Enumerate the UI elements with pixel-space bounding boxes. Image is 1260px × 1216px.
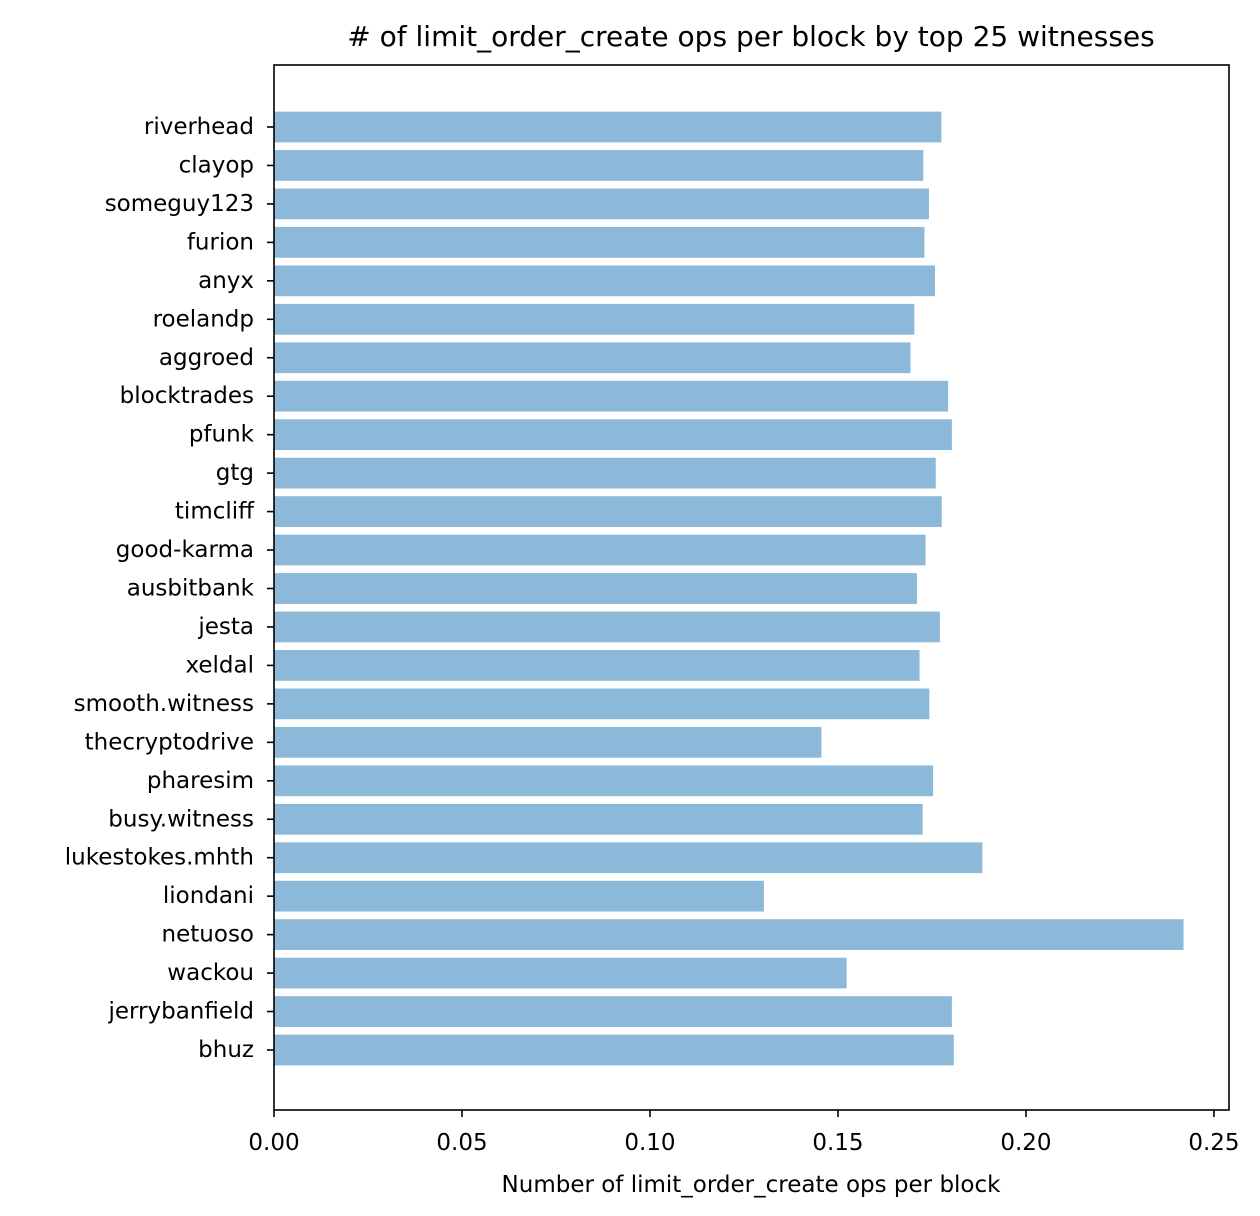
bar-furion bbox=[274, 226, 925, 258]
y-tick-label: aggroed bbox=[159, 345, 254, 371]
bar-lukestokes.mhth bbox=[274, 842, 983, 874]
y-tick-label: furion bbox=[187, 229, 254, 255]
y-tick-label: clayop bbox=[179, 152, 254, 178]
bar-timcliff bbox=[274, 496, 942, 527]
bar-netuoso bbox=[274, 919, 1184, 951]
bar-jesta bbox=[274, 611, 940, 643]
bar-busy.witness bbox=[274, 803, 923, 835]
y-tick-label: smooth.witness bbox=[74, 691, 254, 717]
y-tick-label: anyx bbox=[198, 268, 254, 294]
y-tick-label: lukestokes.mhth bbox=[65, 845, 254, 871]
x-axis-ticks: 0.00 0.05 0.10 0.15 0.20 0.25 bbox=[248, 1110, 1240, 1156]
y-tick-label: someguy123 bbox=[105, 191, 254, 217]
y-tick-label: liondani bbox=[163, 883, 254, 909]
bar-thecryptodrive bbox=[274, 726, 822, 758]
y-tick-label: good-karma bbox=[116, 537, 254, 563]
bar-roelandp bbox=[274, 303, 915, 335]
bar-pharesim bbox=[274, 765, 934, 797]
y-tick-label: roelandp bbox=[153, 306, 254, 332]
bar-riverhead bbox=[274, 111, 942, 143]
y-tick-label: netuoso bbox=[162, 922, 254, 948]
y-tick-label: blocktrades bbox=[120, 383, 254, 409]
bar-blocktrades bbox=[274, 380, 949, 412]
y-axis-ticks: riverhead clayop someguy123 furion anyx roela… bbox=[65, 114, 274, 1063]
chart-title: # of limit_order_create ops per block by… bbox=[347, 20, 1154, 53]
x-axis-label: Number of limit_order_create ops per blo… bbox=[502, 1172, 1002, 1198]
bar-good-karma bbox=[274, 534, 926, 566]
x-tick-label: 0.15 bbox=[812, 1130, 863, 1156]
y-tick-label: ausbitbank bbox=[127, 576, 255, 602]
x-tick-label: 0.10 bbox=[624, 1130, 675, 1156]
bar-clayop bbox=[274, 150, 924, 181]
y-tick-label: jerrybanfield bbox=[107, 999, 254, 1025]
y-tick-label: busy.witness bbox=[108, 806, 254, 832]
x-tick-label: 0.20 bbox=[1000, 1130, 1051, 1156]
bar-aggroed bbox=[274, 342, 911, 374]
bar-anyx bbox=[274, 265, 935, 297]
bar-xeldal bbox=[274, 650, 920, 681]
bar-bhuz bbox=[274, 1034, 954, 1066]
bar-ausbitbank bbox=[274, 573, 917, 604]
y-tick-label: pfunk bbox=[189, 422, 255, 448]
bar-gtg bbox=[274, 457, 936, 489]
bars-group bbox=[274, 111, 1184, 1066]
y-tick-label: xeldal bbox=[185, 652, 254, 678]
x-tick-label: 0.25 bbox=[1188, 1130, 1239, 1156]
bar-wackou bbox=[274, 957, 847, 989]
y-tick-label: riverhead bbox=[144, 114, 254, 140]
x-tick-label: 0.00 bbox=[248, 1130, 299, 1156]
y-tick-label: timcliff bbox=[175, 499, 255, 525]
y-tick-label: wackou bbox=[167, 960, 254, 986]
bar-pfunk bbox=[274, 419, 952, 451]
plot-frame bbox=[273, 64, 1230, 1111]
y-tick-label: bhuz bbox=[198, 1037, 254, 1063]
y-tick-label: gtg bbox=[216, 460, 254, 486]
bar-jerrybanfield bbox=[274, 996, 952, 1027]
y-tick-label: thecryptodrive bbox=[85, 729, 254, 755]
bar-someguy123 bbox=[274, 188, 929, 220]
bar-smooth.witness bbox=[274, 688, 930, 720]
y-tick-label: jesta bbox=[197, 614, 254, 640]
x-tick-label: 0.05 bbox=[436, 1130, 487, 1156]
bar-liondani bbox=[274, 880, 764, 912]
y-tick-label: pharesim bbox=[147, 768, 254, 794]
